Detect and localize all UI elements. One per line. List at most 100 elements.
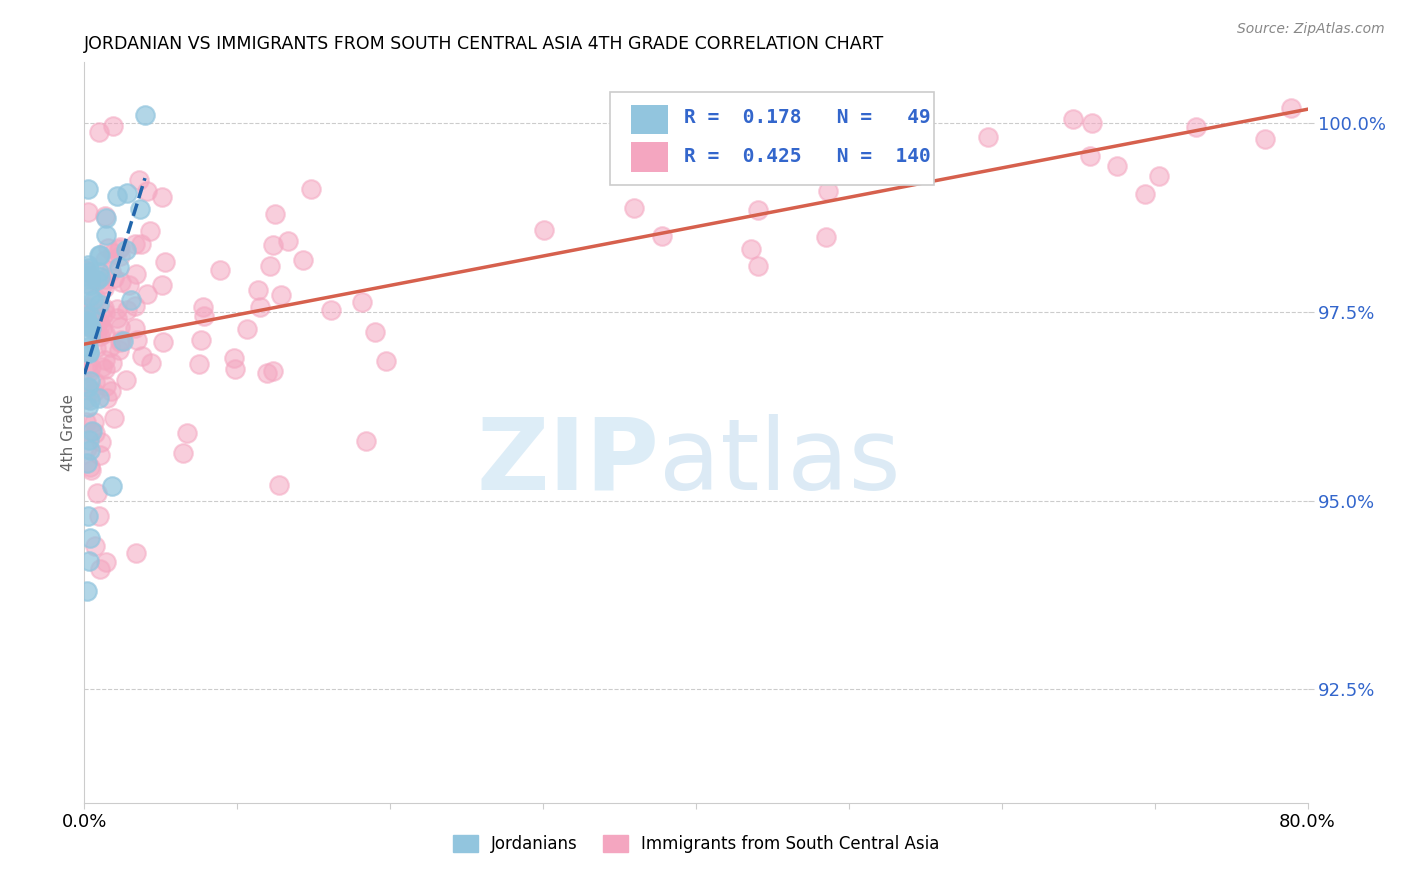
- Point: [153, 255, 176, 269]
- Point: [1281, 101, 1303, 115]
- Point: [747, 202, 769, 217]
- Point: [356, 434, 378, 448]
- Point: [79, 289, 101, 303]
- Point: [80, 360, 103, 375]
- Point: [79, 459, 101, 474]
- Point: [129, 202, 152, 216]
- Point: [77, 345, 100, 359]
- Point: [79, 277, 101, 292]
- Point: [77, 182, 100, 196]
- Point: [747, 259, 769, 273]
- Point: [94, 326, 117, 340]
- Point: [94, 252, 117, 267]
- Point: [90, 321, 112, 335]
- Point: [77, 340, 100, 354]
- Point: [77, 554, 100, 568]
- Point: [134, 108, 156, 122]
- Point: [91, 360, 114, 375]
- Point: [817, 184, 839, 198]
- Point: [77, 204, 100, 219]
- Point: [80, 321, 103, 335]
- Point: [105, 310, 128, 325]
- Point: [79, 532, 101, 546]
- Point: [150, 277, 173, 292]
- Point: [79, 320, 101, 334]
- Point: [87, 314, 110, 328]
- Point: [75, 392, 97, 407]
- Point: [299, 182, 322, 196]
- Point: [110, 335, 132, 350]
- Point: [79, 383, 101, 397]
- Text: atlas: atlas: [659, 414, 901, 511]
- FancyBboxPatch shape: [631, 104, 668, 135]
- Point: [319, 303, 342, 318]
- Point: [1062, 112, 1084, 127]
- Point: [779, 115, 801, 129]
- Point: [124, 321, 146, 335]
- Point: [100, 384, 122, 398]
- Point: [118, 278, 141, 293]
- Point: [76, 260, 98, 275]
- Point: [76, 456, 98, 470]
- Point: [93, 281, 115, 295]
- Point: [75, 415, 97, 429]
- Text: JORDANIAN VS IMMIGRANTS FROM SOUTH CENTRAL ASIA 4TH GRADE CORRELATION CHART: JORDANIAN VS IMMIGRANTS FROM SOUTH CENTR…: [84, 35, 884, 53]
- Point: [79, 392, 101, 407]
- Point: [76, 584, 98, 599]
- Point: [84, 272, 107, 286]
- Point: [77, 346, 100, 360]
- Point: [94, 361, 117, 376]
- Point: [75, 262, 97, 277]
- Point: [264, 207, 287, 221]
- Point: [152, 334, 174, 349]
- Point: [176, 425, 198, 440]
- Point: [87, 248, 110, 262]
- Point: [247, 283, 270, 297]
- Point: [108, 249, 131, 263]
- Point: [236, 322, 259, 336]
- Point: [105, 189, 128, 203]
- Point: [87, 508, 110, 523]
- Point: [124, 547, 146, 561]
- Point: [93, 277, 115, 292]
- Point: [108, 319, 131, 334]
- Point: [94, 352, 117, 367]
- Point: [125, 333, 148, 347]
- Point: [1147, 169, 1170, 184]
- Point: [131, 349, 153, 363]
- Point: [89, 248, 111, 262]
- Point: [191, 300, 214, 314]
- Text: ZIP: ZIP: [477, 414, 659, 511]
- Point: [110, 333, 132, 347]
- Point: [138, 224, 160, 238]
- Point: [87, 125, 110, 139]
- Point: [259, 259, 281, 273]
- Point: [270, 287, 292, 301]
- Point: [623, 201, 645, 215]
- Point: [101, 246, 124, 260]
- FancyBboxPatch shape: [631, 143, 668, 172]
- Point: [79, 375, 101, 389]
- Point: [80, 463, 103, 477]
- Point: [1185, 120, 1208, 134]
- Point: [75, 276, 97, 290]
- Point: [98, 340, 121, 354]
- Point: [77, 379, 100, 393]
- Point: [107, 343, 129, 357]
- Point: [977, 129, 1000, 144]
- Point: [128, 172, 150, 186]
- Point: [80, 425, 103, 439]
- Point: [84, 375, 107, 389]
- Point: [110, 275, 132, 289]
- Point: [100, 264, 122, 278]
- Point: [77, 265, 100, 279]
- Point: [79, 272, 101, 286]
- Text: R =  0.178   N =   49: R = 0.178 N = 49: [683, 109, 931, 128]
- Point: [79, 328, 101, 343]
- Point: [76, 508, 98, 523]
- Point: [89, 319, 111, 334]
- Point: [108, 260, 131, 274]
- Point: [94, 379, 117, 393]
- Point: [364, 325, 387, 339]
- Point: [141, 356, 163, 370]
